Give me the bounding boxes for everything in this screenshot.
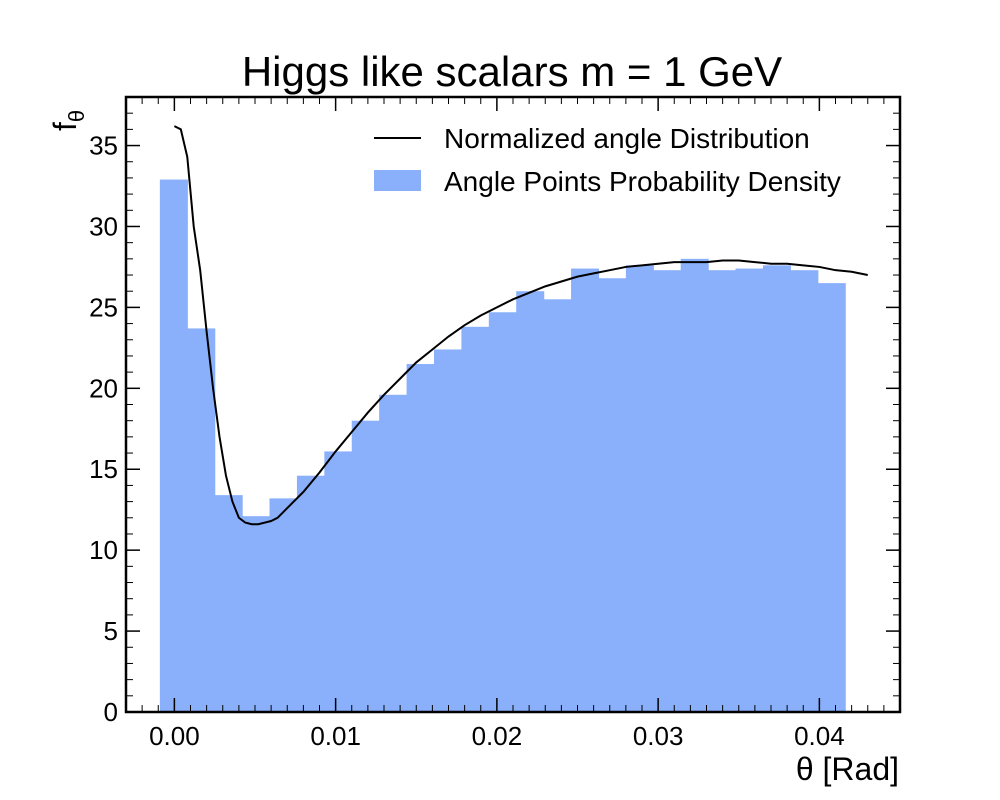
histogram-bar <box>680 258 709 712</box>
axis-tick-labels: 0.00 0.01 0.02 0.03 0.04 0 5 10 15 20 25 30 35 <box>89 131 845 751</box>
histogram-bar <box>351 420 380 712</box>
x-tick-label: 0.04 <box>794 721 845 751</box>
histogram-bar <box>488 312 517 712</box>
y-tick-label: 10 <box>89 535 118 565</box>
y-tick-label: 20 <box>89 373 118 403</box>
y-tick-label: 25 <box>89 292 118 322</box>
histogram-bar <box>406 364 435 712</box>
y-tick-label: 35 <box>89 131 118 161</box>
y-tick-label: 15 <box>89 454 118 484</box>
y-axis-label: fθ <box>47 110 89 131</box>
histogram-bar <box>324 451 353 712</box>
y-tick-label: 5 <box>104 616 118 646</box>
legend-histogram-label: Angle Points Probability Density <box>444 166 841 197</box>
histogram-bar <box>214 495 243 712</box>
axis-ticks <box>126 97 900 713</box>
histogram-bar <box>571 268 600 712</box>
histogram-bar <box>187 328 216 712</box>
x-axis-label: θ [Rad] <box>796 751 899 787</box>
histogram-bar <box>242 516 271 712</box>
distribution-line <box>173 125 868 526</box>
x-tick-label: 0.00 <box>149 721 200 751</box>
legend-histogram-swatch <box>374 170 421 191</box>
legend: Normalized angle Distribution Angle Poin… <box>374 123 841 197</box>
histogram-bars <box>159 179 846 712</box>
chart-title: Higgs like scalars m = 1 GeV <box>242 48 782 95</box>
y-axis-label-main: f <box>47 122 83 131</box>
histogram-bar <box>543 299 572 712</box>
histogram-bar <box>269 498 298 712</box>
x-tick-label: 0.03 <box>633 721 684 751</box>
histogram-bar <box>296 475 325 712</box>
histogram-bar <box>790 270 819 712</box>
histogram-bar <box>598 278 627 712</box>
histogram-bar <box>653 270 682 712</box>
y-axis-label-subscript: θ <box>64 110 89 122</box>
histogram-bar <box>379 394 408 712</box>
histogram-bar <box>817 283 846 712</box>
histogram-bar <box>461 326 490 712</box>
histogram-bar <box>159 179 188 712</box>
x-tick-label: 0.02 <box>472 721 523 751</box>
x-tick-label: 0.01 <box>310 721 361 751</box>
histogram-bar <box>625 265 654 712</box>
y-tick-label: 30 <box>89 211 118 241</box>
legend-line-label: Normalized angle Distribution <box>444 123 810 154</box>
distribution-line-group <box>173 125 868 526</box>
histogram-bar <box>708 270 737 712</box>
histogram-bar <box>735 268 764 712</box>
histogram-bar <box>433 349 462 712</box>
y-tick-label: 0 <box>104 697 118 727</box>
histogram-bar <box>762 265 791 712</box>
histogram-bar <box>516 291 545 712</box>
